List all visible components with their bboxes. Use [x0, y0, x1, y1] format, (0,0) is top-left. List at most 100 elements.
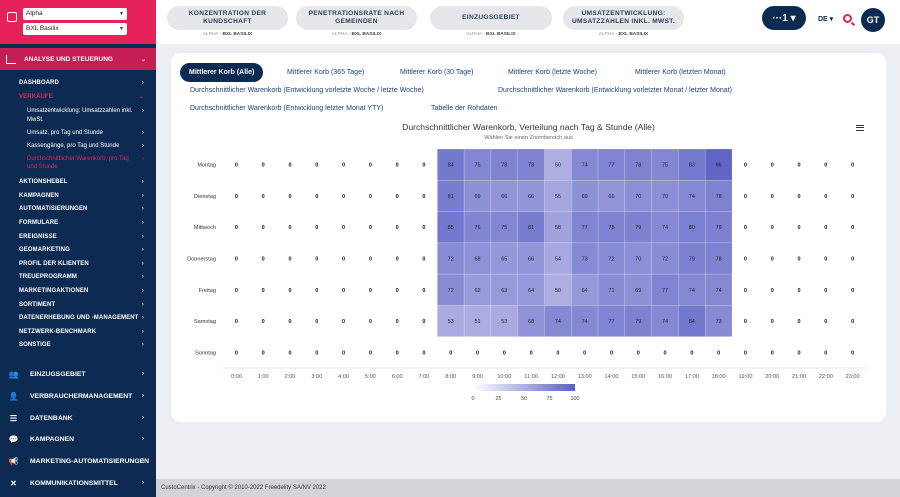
heatmap-cell	[356, 305, 384, 337]
favorites-dropdown-button[interactable]: ···1 ▾	[762, 6, 806, 30]
heatmap-cell-label: 75	[474, 163, 480, 169]
sidebar-item-profil-der-klienten[interactable]: PROFIL DER KLIENTEN ›	[19, 258, 144, 272]
sidebar-subitem-umsatz-tag-stunde[interactable]: Umsatz, pro Tag und Stunde ›	[27, 129, 144, 136]
sidebar-item-formulare[interactable]: FORMULARE ›	[19, 217, 144, 231]
heatmap-cell-label: 0	[449, 350, 452, 356]
section-analyse-und-steuerung[interactable]: ANALYSE UND STEUERUNG ⌄	[0, 48, 156, 70]
sidebar-main-datenbank[interactable]: ☰ DATENBANK ›	[9, 413, 144, 423]
sidebar-item-aktionshebel[interactable]: AKTIONSHEBEL ›	[19, 176, 144, 190]
tab-mittlerer-korb-alle[interactable]: Mittlerer Korb (Alle)	[180, 63, 264, 82]
heatmap-cell	[303, 305, 331, 337]
heatmap-cell	[597, 211, 626, 244]
sidebar-item-sonstige[interactable]: SONSTIGE ›	[19, 339, 144, 353]
heatmap-cell-label: 0	[288, 225, 291, 231]
tab-entwicklung-woche[interactable]: Durchschnittlicher Warenkorb (Entwicklun…	[190, 87, 424, 94]
sidebar-subnav: Umsatzentwicklung: Umsatzzahlen inkl. Mw…	[19, 107, 144, 172]
heatmap-cell-label: 0	[288, 319, 291, 325]
heatmap-cell	[785, 336, 813, 368]
menu-icon[interactable]	[856, 125, 864, 131]
heatmap-cell	[705, 336, 733, 368]
heatmap-cell	[758, 211, 786, 243]
sidebar-item-treueprogramm[interactable]: TREUEPROGRAMM ›	[19, 271, 144, 285]
heatmap-cell-label: 0	[503, 350, 506, 356]
heatmap-cell	[410, 211, 438, 243]
language-select[interactable]: DE ▾	[818, 16, 834, 23]
sidebar-item-automatisierungen[interactable]: AUTOMATISIERUNGEN ›	[19, 203, 144, 217]
tab-mittlerer-korb-30[interactable]: Mittlerer Korb (30 Tage)	[400, 69, 474, 76]
sidebar-main-einzugsgebiet[interactable]: 👥 EINZUGSGEBIET ›	[8, 369, 144, 379]
sidebar-item-datenerhebung-und-management[interactable]: DATENERHEBUNG UND -MANAGEMENT ›	[19, 312, 144, 326]
store-select[interactable]: BXL Basilix ▼	[23, 23, 127, 35]
chevron-right-icon: ›	[141, 287, 144, 294]
x-tick-label: 8:00	[445, 374, 456, 380]
heatmap-cell	[651, 336, 679, 368]
heatmap-cell-label: 0	[262, 225, 265, 231]
sidebar-item-geomarketing[interactable]: GEOMARKETING ›	[19, 244, 144, 258]
chevron-right-icon: ›	[141, 80, 144, 86]
heatmap-cell	[249, 305, 277, 337]
tab-rohdaten[interactable]: Tabelle der Rohdaten	[431, 105, 498, 112]
kpi-subtitle: ALPHA - BXL BASILIX	[331, 32, 382, 37]
heatmap-cell	[249, 180, 277, 212]
heatmap-cell-label: 0	[235, 225, 238, 231]
avatar[interactable]: GT	[861, 8, 885, 32]
kpi-button-konzentration[interactable]: KONZENTRATION DER KUNDSCHAFT	[167, 6, 288, 30]
heatmap-cell-label: 66	[608, 194, 614, 200]
sidebar-subitem-umsatzentwicklung[interactable]: Umsatzentwicklung: Umsatzzahlen inkl. Mw…	[27, 108, 144, 123]
sidebar-subitem-warenkorb[interactable]: Durchschnittlicher Warenkorb, pro Tag un…	[27, 155, 144, 171]
heatmap-cell	[356, 274, 384, 306]
heatmap-cell-label: 0	[637, 350, 640, 356]
kpi-button-einzugsgebiet[interactable]: EINZUGSGEBIET	[430, 6, 552, 30]
tab-mittlerer-korb-letzten-monat[interactable]: Mittlerer Korb (letzten Monat)	[635, 69, 726, 76]
heatmap-cell-label: 0	[797, 257, 800, 263]
heatmap-cell-label: 0	[797, 163, 800, 169]
sidebar-subitem-kassengaenge[interactable]: Kassengänge, pro Tag und Stunde ›	[27, 142, 144, 149]
heatmap-cell	[732, 336, 759, 368]
x-tick-label: 4:00	[338, 374, 349, 380]
heatmap-cell-label: 63	[501, 288, 507, 294]
sidebar-item-kampagnen[interactable]: KAMPAGNEN ›	[19, 190, 144, 204]
heatmap-cell-label: 74	[582, 319, 588, 325]
kpi-button-umsatzentwicklung[interactable]: UMSATZENTWICKLUNG: UMSATZZAHLEN INKL. MWS…	[563, 6, 684, 30]
heatmap-cell-label: 0	[744, 319, 747, 325]
heatmap-cell-label: 73	[582, 257, 588, 263]
organization-select[interactable]: Alpha ▼	[23, 8, 127, 20]
sidebar-main-kampagnen[interactable]: 💬 KAMPAGNEN ›	[8, 434, 144, 444]
sidebar-item-netzwerk-benchmark[interactable]: NETZWERK-BENCHMARK ›	[19, 326, 144, 340]
y-tick-label: Dienstag	[194, 194, 216, 200]
heatmap-cell-label: 54	[555, 257, 561, 263]
heatmap-cell	[651, 305, 679, 337]
heatmap-cell-label: 0	[396, 257, 399, 263]
kpi-button-penetrationsrate[interactable]: PENETRATIONSRATE NACH GEMEINDEN	[296, 6, 417, 30]
chevron-right-icon: ›	[142, 371, 144, 377]
heatmap-cell-label: 0	[797, 194, 800, 200]
sidebar-item-ereignisse[interactable]: EREIGNISSE ›	[19, 231, 144, 245]
heatmap-cell	[490, 305, 518, 337]
chevron-down-icon: ▼	[119, 26, 124, 32]
sidebar-main-verbrauchermanagement[interactable]: 👤 VERBRAUCHERMANAGEMENT ›	[8, 391, 144, 401]
sidebar-item-dashboard[interactable]: DASHBOARD ›	[19, 77, 144, 91]
color-scale-label: 100	[571, 396, 580, 402]
heatmap-cell	[732, 274, 759, 306]
heatmap-cell	[517, 211, 545, 244]
heatmap-cell-label: 0	[422, 194, 425, 200]
tab-entwicklung-monat[interactable]: Durchschnittlicher Warenkorb (Entwicklun…	[498, 87, 732, 94]
heatmap-cell	[249, 211, 277, 243]
sidebar-item-sortiment[interactable]: SORTIMENT ›	[19, 299, 144, 313]
chevron-right-icon: ›	[141, 260, 144, 267]
search-icon[interactable]	[843, 14, 852, 23]
sidebar-main-marketing-automatisierungen[interactable]: 📢 MARKETING-AUTOMATISIERUNGEN ›	[8, 456, 150, 466]
heatmap-cell	[839, 211, 866, 243]
x-tick-label: 11:00	[524, 374, 538, 380]
sidebar-item-marketingaktionen[interactable]: MARKETINGAKTIONEN ›	[19, 285, 144, 299]
heatmap-cell-label: 76	[474, 225, 480, 231]
heatmap-cell	[705, 211, 733, 244]
sidebar-main-kommunikationsmittel[interactable]: ✕ KOMMUNIKATIONSMITTEL ›	[0, 476, 156, 490]
heatmap-chart[interactable]: 0 0 0 0 0 0 0 0 84 75 78 78 50 74 77 78 75 83 96 0 0 0 0 0 0 0 0 0 0…	[171, 53, 886, 422]
sidebar-item-verkaeufe[interactable]: VERKÄUFE ⌄	[19, 91, 144, 105]
tab-entwicklung-yty[interactable]: Durchschnittlicher Warenkorb (Entwicklun…	[190, 105, 384, 112]
tab-mittlerer-korb-letzte-woche[interactable]: Mittlerer Korb (letzte Woche)	[508, 69, 597, 76]
tab-mittlerer-korb-365[interactable]: Mittlerer Korb (365 Tage)	[287, 69, 365, 76]
heatmap-cell-label: 0	[583, 350, 586, 356]
heatmap-cell-label: 0	[422, 163, 425, 169]
